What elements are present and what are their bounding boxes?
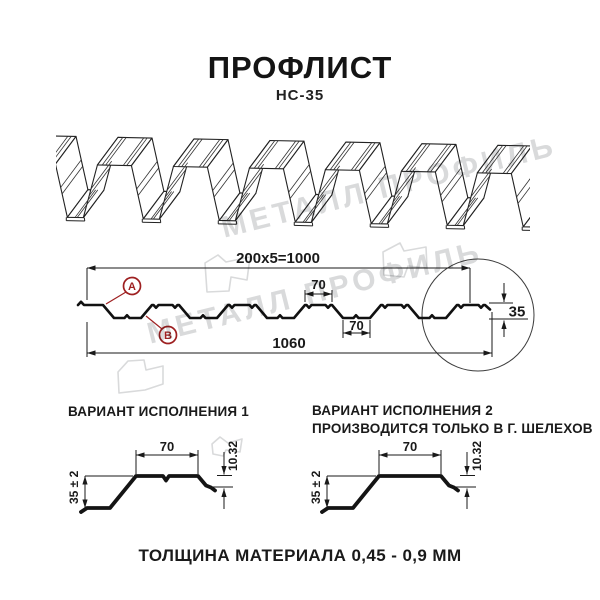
dim-total-top: 200x5=1000 [236, 250, 320, 267]
variant-1-profile [79, 474, 217, 514]
variant-2-label: ВАРИАНТ ИСПОЛНЕНИЯ 2 ПРОИЗВОДИТСЯ ТОЛЬКО… [312, 402, 593, 438]
profile-code: НС-35 [275, 87, 325, 104]
variant-1-label: ВАРИАНТ ИСПОЛНЕНИЯ 1 [68, 403, 249, 421]
variant-2-title: ВАРИАНТ ИСПОЛНЕНИЯ 2 [312, 403, 493, 418]
callout-b: В [145, 315, 178, 345]
variant-1-drawing: 70 10.32 35 ± 2 [67, 439, 240, 514]
page-title: ПРОФЛИСТ [207, 50, 393, 85]
detail-circle [421, 258, 535, 372]
logo-outline [204, 254, 251, 293]
profile-outline [76, 300, 492, 320]
material-thickness-note: ТОЛЩИНА МАТЕРИАЛА 0,45 - 0,9 ММ [138, 546, 462, 565]
variant-2-subtitle: ПРОИЗВОДИТСЯ ТОЛЬКО В Г. ШЕЛЕХОВ [312, 421, 593, 436]
variant-1-dim-lip: 10.32 [226, 441, 240, 471]
variant-1-dim-top: 70 [160, 439, 174, 454]
cross-section-drawing: 200x5=1000 70 70 1060 35 А В [76, 250, 535, 372]
dimension-lines [86, 265, 528, 357]
dim-rib-top: 70 [311, 277, 325, 292]
logo-outline [211, 436, 243, 457]
logo-outline [117, 359, 164, 394]
variant-2-dim-top: 70 [403, 439, 417, 454]
callout-b-label: В [164, 330, 172, 342]
dim-rib-bottom: 70 [349, 318, 363, 333]
callout-a: А [105, 276, 142, 305]
variant-1-dim-height: 35 ± 2 [67, 470, 81, 504]
dim-overall-width: 1060 [272, 335, 305, 352]
callout-a-label: А [128, 281, 136, 293]
variant-1-title: ВАРИАНТ ИСПОЛНЕНИЯ 1 [68, 404, 249, 419]
logo-outline [382, 242, 428, 278]
variant-2-dim-height: 35 ± 2 [309, 470, 323, 504]
dim-height: 35 [509, 304, 526, 321]
edge-variant-drawings: 70 10.32 35 ± 2 70 10.32 35 ± 2 [67, 439, 484, 514]
variant-2-dim-lip: 10.32 [470, 441, 484, 471]
variant-2-drawing: 70 10.32 35 ± 2 [309, 439, 484, 514]
variant-2-profile [320, 474, 460, 514]
